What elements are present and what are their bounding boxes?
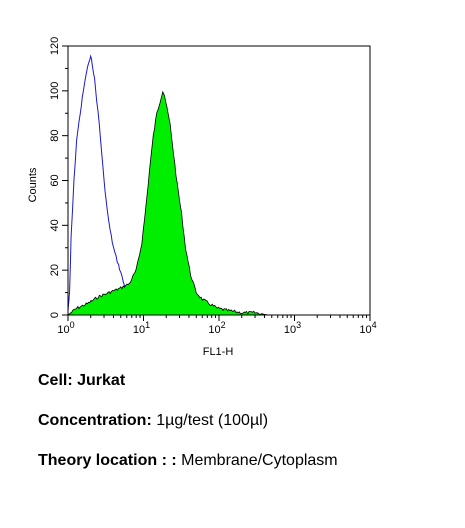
y-tick-label: 80: [49, 130, 61, 142]
y-tick-label: 100: [49, 82, 61, 100]
sample-histogram-fill: [68, 91, 269, 316]
cell-value: Jurkat: [77, 372, 126, 389]
x-tick-label: 103: [284, 320, 301, 336]
control-histogram-line: [67, 54, 139, 316]
y-axis-title: Counts: [27, 167, 39, 202]
x-tick-label: 101: [133, 320, 150, 336]
y-tick-label: 120: [49, 37, 61, 55]
concentration-value: 1µg/test (100µl): [156, 412, 269, 429]
x-axis-title: FL1-H: [203, 346, 234, 358]
caption-location: Theory location : : Membrane/Cytoplasm: [38, 452, 338, 470]
location-label: Theory location : :: [38, 452, 177, 469]
x-tick-label: 100: [57, 320, 74, 336]
tick-labels: 100 101 102 103 104 0 20 40 60 80 100 120: [49, 37, 377, 336]
x-tick-label: 104: [359, 320, 376, 336]
axes: [62, 45, 371, 321]
plot-frame: [67, 45, 371, 316]
y-tick-label: 0: [49, 312, 61, 318]
location-value: Membrane/Cytoplasm: [181, 452, 338, 469]
sample-histogram-edge: [67, 90, 269, 316]
caption-cell: Cell: Jurkat: [38, 372, 125, 390]
y-tick-label: 60: [49, 174, 61, 186]
y-tick-label: 40: [49, 219, 61, 231]
y-tick-label: 20: [49, 264, 61, 276]
cell-label: Cell:: [38, 372, 73, 389]
plot-area: [67, 54, 269, 316]
concentration-label: Concentration:: [38, 412, 152, 429]
caption-concentration: Concentration: 1µg/test (100µl): [38, 412, 268, 430]
flow-cytometry-histogram: 100 101 102 103 104 0 20 40 60 80 100 120 FL1-H Cou…: [27, 37, 377, 358]
x-tick-label: 102: [208, 320, 225, 336]
